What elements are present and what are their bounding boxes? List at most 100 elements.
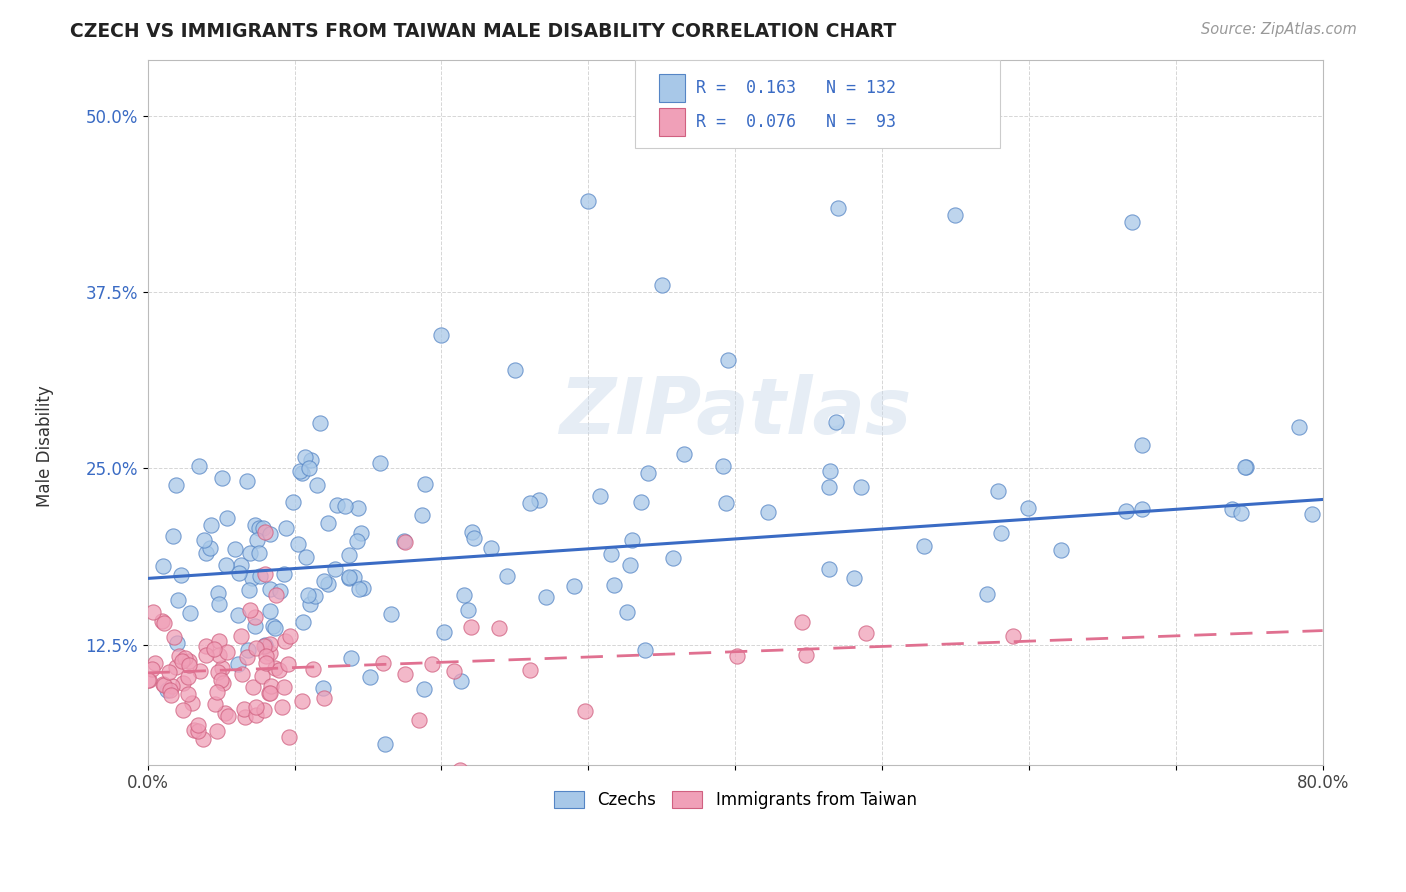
Point	[519, 663, 541, 677]
Point	[1002, 629, 1025, 643]
Point	[371, 656, 394, 670]
Point	[630, 495, 652, 509]
Point	[945, 208, 967, 222]
Point	[245, 517, 267, 532]
Point	[152, 616, 174, 631]
Point	[170, 567, 193, 582]
Point	[208, 633, 231, 648]
Point	[274, 633, 297, 648]
Point	[976, 587, 998, 601]
Point	[257, 686, 280, 700]
Point	[204, 697, 226, 711]
Point	[177, 670, 200, 684]
Point	[152, 677, 174, 691]
Point	[616, 605, 638, 619]
Point	[187, 718, 209, 732]
Point	[245, 619, 267, 633]
Point	[503, 363, 526, 377]
Point	[245, 707, 267, 722]
Point	[254, 639, 277, 653]
Point	[986, 484, 1008, 499]
Point	[305, 477, 328, 491]
Point	[411, 508, 433, 523]
Point	[141, 662, 163, 676]
Point	[294, 450, 316, 464]
Point	[249, 568, 271, 582]
Point	[717, 353, 740, 368]
Point	[195, 546, 218, 560]
Point	[990, 526, 1012, 541]
Point	[259, 685, 281, 699]
Point	[288, 464, 311, 478]
Point	[267, 663, 290, 677]
Point	[603, 577, 626, 591]
Point	[209, 673, 232, 688]
Point	[281, 494, 304, 508]
Point	[239, 545, 262, 559]
Point	[274, 520, 297, 534]
Point	[202, 641, 225, 656]
Point	[380, 607, 402, 621]
Point	[519, 496, 541, 510]
Point	[413, 476, 436, 491]
Point	[180, 696, 202, 710]
Point	[564, 579, 586, 593]
Point	[824, 415, 846, 429]
Point	[1130, 438, 1153, 452]
Point	[162, 529, 184, 543]
Point	[792, 615, 814, 629]
Point	[247, 521, 270, 535]
Point	[172, 654, 194, 668]
Point	[1220, 501, 1243, 516]
Point	[264, 661, 287, 675]
Text: R =  0.163   N = 132: R = 0.163 N = 132	[696, 78, 897, 97]
Point	[231, 667, 253, 681]
Point	[198, 541, 221, 555]
Point	[340, 651, 363, 665]
Point	[143, 657, 166, 671]
Point	[479, 541, 502, 555]
Point	[236, 643, 259, 657]
Point	[179, 654, 201, 668]
Point	[716, 496, 738, 510]
Point	[215, 645, 238, 659]
Point	[166, 636, 188, 650]
Point	[177, 687, 200, 701]
Point	[662, 550, 685, 565]
Point	[259, 604, 281, 618]
Text: Source: ZipAtlas.com: Source: ZipAtlas.com	[1201, 22, 1357, 37]
Point	[160, 679, 183, 693]
Point	[589, 489, 612, 503]
Point	[599, 548, 621, 562]
Point	[849, 480, 872, 494]
Point	[172, 676, 194, 690]
Point	[333, 500, 356, 514]
Point	[254, 567, 277, 582]
Point	[312, 681, 335, 695]
Point	[827, 201, 849, 215]
Point	[576, 194, 599, 208]
Point	[312, 574, 335, 588]
Point	[264, 622, 287, 636]
Point	[142, 605, 165, 619]
Point	[167, 592, 190, 607]
Point	[394, 534, 416, 549]
Point	[855, 625, 877, 640]
Point	[259, 527, 281, 541]
Point	[316, 577, 339, 591]
Point	[343, 570, 366, 584]
Point	[207, 586, 229, 600]
Point	[177, 658, 200, 673]
Point	[224, 541, 246, 556]
Point	[156, 682, 179, 697]
Point	[246, 533, 269, 548]
Point	[1050, 543, 1073, 558]
Point	[277, 657, 299, 672]
Point	[449, 764, 471, 778]
Point	[188, 664, 211, 678]
Point	[174, 650, 197, 665]
Point	[294, 550, 316, 565]
Point	[291, 694, 314, 708]
Point	[172, 703, 194, 717]
Point	[326, 498, 349, 512]
